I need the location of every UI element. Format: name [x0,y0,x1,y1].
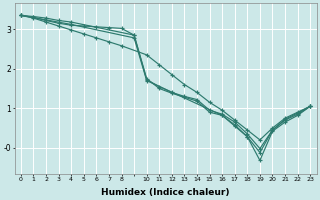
X-axis label: Humidex (Indice chaleur): Humidex (Indice chaleur) [101,188,230,197]
